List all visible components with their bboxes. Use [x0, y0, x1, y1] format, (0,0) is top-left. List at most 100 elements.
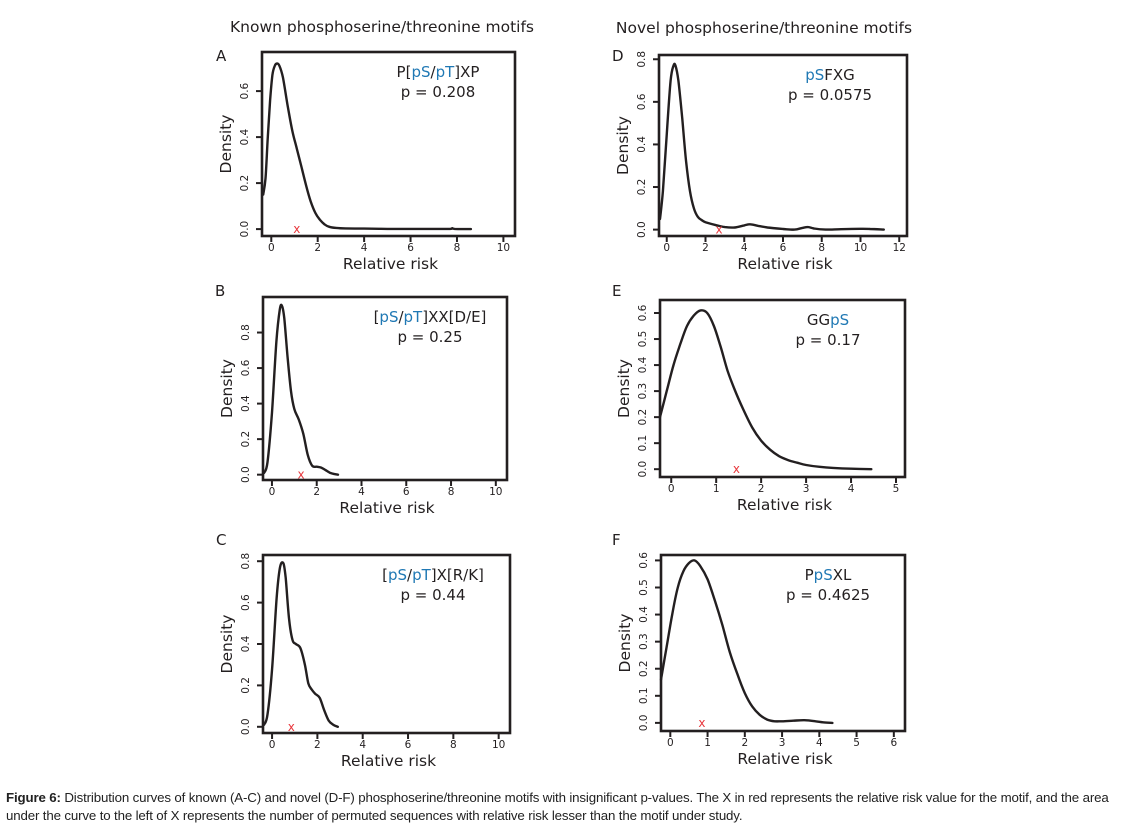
y-tick-label: 0.0: [240, 466, 252, 483]
y-tick-label: 0.2: [240, 677, 252, 694]
y-tick-label: 0.8: [240, 324, 252, 341]
plot-frame: [659, 553, 907, 733]
x-axis-label: Relative risk: [737, 750, 832, 768]
panel-letter: A: [216, 47, 227, 65]
y-tick-label: 0.0: [240, 718, 252, 735]
y-tick-label: 0.4: [240, 395, 252, 412]
y-tick-label: 0.8: [240, 553, 252, 570]
x-tick-label: 6: [890, 737, 897, 749]
y-tick-label: 0.4: [240, 635, 252, 652]
chart-panel-f: F 0 1 2 3 4 5 6 0.0 0.1 0.2 0.3 0.4 0.5 0.6 Relative ri…: [612, 531, 907, 768]
motif-residue: GG: [807, 311, 830, 329]
chart-panel-e: E 0 1 2 3 4 5 0.0 0.1 0.2 0.3 0.4 0.5 0.6 Relative ris…: [612, 282, 907, 514]
x-tick-label: 0: [668, 483, 675, 495]
motif-label: [pS/pT]X[R/K]: [382, 566, 484, 584]
x-axis-label: Relative risk: [341, 752, 436, 770]
motif-phospho-residue: pS: [411, 63, 430, 81]
column-title-novel: Novel phosphoserine/threonine motifs: [616, 19, 912, 37]
motif-residue: P: [805, 566, 814, 584]
chart-panel-b: B 0 2 4 6 8 10 0.0 0.2 0.4 0.6 0.8 Relative risk Dens…: [215, 282, 509, 517]
plot-frame: [260, 50, 517, 238]
x-tick-label: 4: [358, 486, 365, 498]
p-value-label: p = 0.4625: [786, 586, 870, 604]
motif-residue: FXG: [824, 66, 855, 84]
y-tick-label: 0.1: [637, 435, 649, 452]
y-tick-label: 0.3: [638, 633, 650, 650]
x-tick-label: 2: [314, 739, 321, 751]
x-tick-label: 3: [803, 483, 810, 495]
y-tick-label: 0.5: [638, 579, 650, 596]
x-tick-label: 6: [403, 486, 410, 498]
relative-risk-marker: x: [288, 720, 295, 734]
motif-phospho-residue: pS: [814, 566, 833, 584]
caption-label: Figure 6:: [6, 790, 61, 805]
plot-frame: [658, 298, 907, 479]
x-tick-label: 10: [489, 486, 502, 498]
x-tick-label: 12: [893, 242, 906, 254]
x-tick-label: 4: [361, 242, 368, 254]
x-tick-label: 6: [405, 739, 412, 751]
motif-phospho-residue: pS: [388, 566, 407, 584]
motif-residue: /: [407, 566, 413, 584]
x-tick-label: 3: [779, 737, 786, 749]
x-tick-label: 6: [780, 242, 787, 254]
y-tick-label: 0.2: [637, 409, 649, 426]
y-axis-label: Density: [616, 614, 634, 673]
motif-residue: P[: [397, 63, 412, 81]
y-tick-label: 0.6: [240, 359, 252, 376]
p-value-label: p = 0.17: [795, 331, 860, 349]
x-tick-label: 4: [816, 737, 823, 749]
relative-risk-marker: x: [716, 223, 723, 237]
motif-label: GGpS: [807, 311, 849, 329]
y-axis-label: Density: [218, 615, 236, 674]
p-value-label: p = 0.44: [400, 586, 465, 604]
relative-risk-marker: x: [698, 716, 705, 730]
y-axis-label: Density: [217, 115, 235, 174]
y-tick-label: 0.8: [636, 51, 648, 68]
motif-phospho-residue: pT: [412, 566, 432, 584]
x-tick-label: 2: [741, 737, 748, 749]
column-title-known: Known phosphoserine/threonine motifs: [230, 18, 534, 36]
x-tick-label: 1: [704, 737, 711, 749]
y-tick-label: 0.6: [636, 93, 648, 110]
x-tick-label: 6: [407, 242, 414, 254]
x-axis-label: Relative risk: [737, 496, 832, 514]
motif-residue: [: [374, 308, 380, 326]
chart-panel-c: C 0 2 4 6 8 10 0.0 0.2 0.4 0.6 0.8 Relative risk Dens…: [216, 531, 512, 770]
chart-panel-a: A 0 2 4 6 8 10 0.0 0.2 0.4 0.6 Relative risk Density…: [216, 47, 517, 273]
panel-letter: D: [612, 47, 624, 65]
motif-phospho-residue: pS: [830, 311, 849, 329]
y-tick-label: 0.4: [638, 606, 650, 623]
x-tick-label: 5: [853, 737, 860, 749]
x-tick-label: 0: [667, 737, 674, 749]
motif-residue: XL: [833, 566, 852, 584]
x-tick-label: 8: [818, 242, 825, 254]
x-tick-label: 10: [854, 242, 867, 254]
x-tick-label: 2: [313, 486, 320, 498]
y-tick-label: 0.4: [239, 128, 251, 145]
relative-risk-marker: x: [298, 468, 305, 482]
x-axis-label: Relative risk: [737, 255, 832, 273]
density-curve: [658, 309, 873, 471]
plot-frame: [261, 295, 509, 482]
motif-phospho-residue: pT: [404, 308, 424, 326]
x-tick-label: 8: [454, 242, 461, 254]
motif-phospho-residue: pT: [436, 63, 456, 81]
motif-label: PpSXL: [805, 566, 852, 584]
x-tick-label: 0: [269, 486, 276, 498]
y-tick-label: 0.6: [240, 594, 252, 611]
y-tick-label: 0.4: [637, 356, 649, 373]
x-tick-label: 4: [848, 483, 855, 495]
motif-residue: ]XX[D/E]: [422, 308, 486, 326]
x-tick-label: 4: [741, 242, 748, 254]
y-tick-label: 0.3: [637, 383, 649, 400]
density-curve: [659, 559, 834, 725]
x-tick-label: 0: [663, 242, 670, 254]
x-tick-label: 10: [497, 242, 510, 254]
relative-risk-marker: x: [733, 462, 740, 476]
density-curve: [262, 62, 473, 231]
y-tick-label: 0.0: [636, 221, 648, 238]
chart-panel-d: D 0 2 4 6 8 10 12 0.0 0.2 0.4 0.6 0.8 Relative risk De…: [612, 47, 909, 273]
y-tick-label: 0.6: [637, 304, 649, 321]
